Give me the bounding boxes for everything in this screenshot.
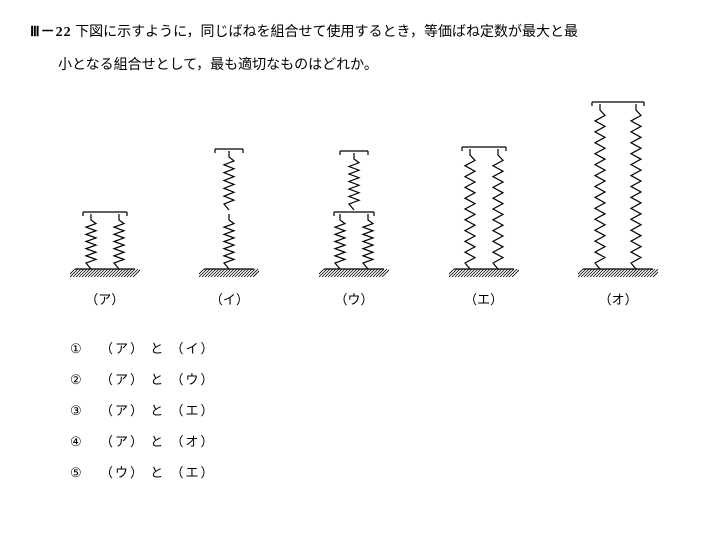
diagram-label: （オ） [599,289,638,308]
choice-row: ①（ア） と （イ） [70,338,698,357]
diagram-label: （エ） [464,289,503,308]
diagram-label: （ア） [85,289,124,308]
choice-number: ③ [70,403,100,419]
choices-list: ①（ア） と （イ） ②（ア） と （ウ） ③（ア） と （エ） ④（ア） と （オ）… [70,338,698,481]
diagram-label: （イ） [210,289,249,308]
choice-number: ④ [70,434,100,450]
choice-row: ④（ア） と （オ） [70,431,698,450]
diagram-label: （ウ） [334,289,373,308]
choice-text: （ア） と （イ） [100,341,216,356]
choice-number: ⑤ [70,465,100,481]
question-text-line2: 小となる組合せとして，最も適切なものはどれか。 [30,53,698,78]
choice-number: ① [70,341,100,357]
diagram-cell: （ア） [70,191,140,308]
choice-number: ② [70,372,100,388]
diagram-cell: （イ） [199,131,259,308]
diagram-cell: （エ） [449,131,519,308]
choice-text: （ア） と （オ） [100,434,216,449]
choice-text: （ア） と （ウ） [100,372,216,387]
choice-text: （ウ） と （エ） [100,465,216,480]
diagram-cell: （ウ） [319,131,389,308]
question-text-line1: 下図に示すように，同じばねを組合せて使用するとき，等価ばね定数が最大と最 [75,25,578,40]
choice-row: ③（ア） と （エ） [70,400,698,419]
question-number: Ⅲ－22 [30,25,72,40]
diagrams-row: （ア） （イ） （ウ） （エ） （オ） [40,108,688,308]
choice-row: ⑤（ウ） と （エ） [70,462,698,481]
diagram-cell: （オ） [578,86,658,308]
question-header: Ⅲ－22 下図に示すように，同じばねを組合せて使用するとき，等価ばね定数が最大と… [30,20,698,45]
choice-row: ②（ア） と （ウ） [70,369,698,388]
choice-text: （ア） と （エ） [100,403,216,418]
